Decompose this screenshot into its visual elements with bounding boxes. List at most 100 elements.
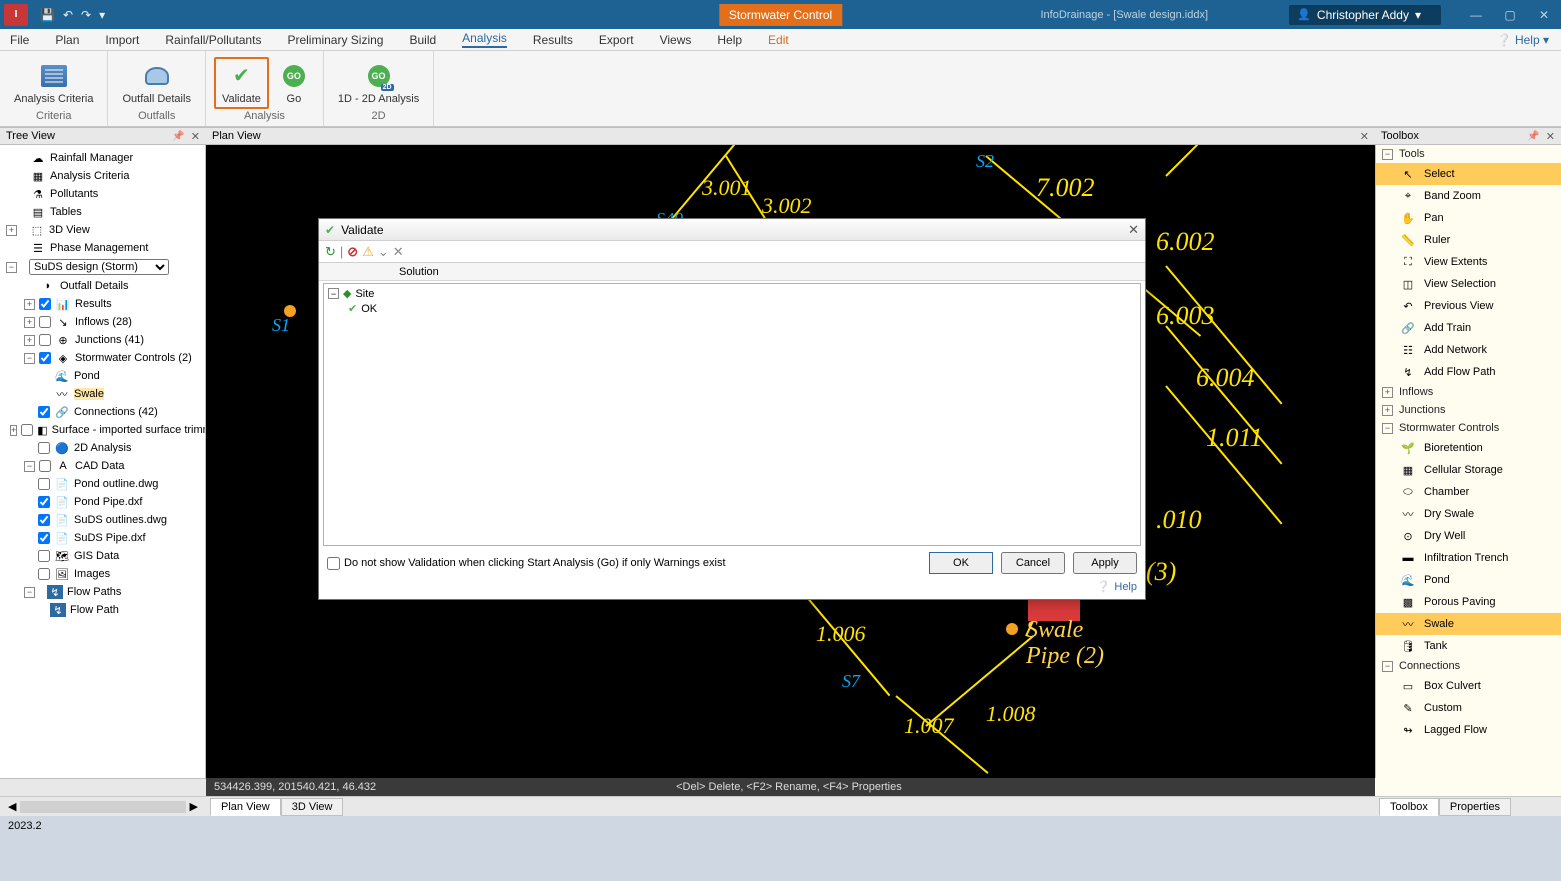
ok-button[interactable]: OK (929, 552, 993, 574)
checkbox[interactable] (38, 406, 50, 418)
checkbox[interactable] (39, 316, 51, 328)
toolbox-group[interactable]: −Tools (1376, 145, 1561, 163)
tree-swale[interactable]: 〰Swale (2, 385, 203, 403)
error-filter-icon[interactable]: ⊘ (347, 244, 358, 260)
tool-band-zoom[interactable]: ⌖Band Zoom (1376, 185, 1561, 207)
tool-chamber[interactable]: ⬭Chamber (1376, 481, 1561, 503)
help-dropdown[interactable]: ❔ Help ▾ (1497, 33, 1549, 47)
user-menu[interactable]: Christopher Addy▾ (1289, 5, 1441, 25)
tree-cad-file[interactable]: 📄Pond Pipe.dxf (2, 493, 203, 511)
tree-connections[interactable]: 🔗Connections (42) (2, 403, 203, 421)
checkbox[interactable] (39, 334, 51, 346)
toolbox[interactable]: −Tools ↖Select ⌖Band Zoom ✋Pan 📏Ruler ⛶V… (1375, 145, 1561, 778)
tree-flowpaths[interactable]: −↯Flow Paths (2, 583, 203, 601)
menu-results[interactable]: Results (533, 33, 573, 47)
tool-custom[interactable]: ✎Custom (1376, 697, 1561, 719)
close-panel-icon[interactable]: ✕ (1546, 130, 1555, 143)
collapse-icon[interactable]: − (1382, 423, 1393, 434)
analysis-criteria-button[interactable]: Analysis Criteria (8, 59, 99, 107)
tree-surface[interactable]: +◧Surface - imported surface trimmed (2, 421, 203, 439)
tool-dry-well[interactable]: ⊙Dry Well (1376, 525, 1561, 547)
tree-scrollbar[interactable]: ◀▶ (0, 796, 206, 816)
menu-build[interactable]: Build (409, 33, 436, 47)
collapse-icon[interactable]: − (1382, 149, 1393, 160)
tree-row[interactable]: −◆Site (326, 286, 1138, 301)
tree-pollutants[interactable]: ⚗Pollutants (2, 185, 203, 203)
pin-icon[interactable]: 📌 (1527, 131, 1539, 142)
toolbox-group[interactable]: −Connections (1376, 657, 1561, 675)
dialog-help[interactable]: ❔Help (319, 578, 1145, 599)
tool-lagged[interactable]: ↬Lagged Flow (1376, 719, 1561, 741)
tree-gis[interactable]: 🗺GIS Data (2, 547, 203, 565)
checkbox[interactable] (38, 496, 50, 508)
tab-3d-view[interactable]: 3D View (281, 798, 344, 816)
cancel-button[interactable]: Cancel (1001, 552, 1065, 574)
tree-row[interactable]: ✔OK (326, 301, 1138, 316)
chevron-down-icon[interactable]: ⌄ (378, 244, 389, 260)
tool-add-network[interactable]: ☷Add Network (1376, 339, 1561, 361)
checkbox[interactable] (39, 352, 51, 364)
expand-icon[interactable]: + (1382, 405, 1393, 416)
tree-rainfall-manager[interactable]: ☁Rainfall Manager (2, 149, 203, 167)
refresh-icon[interactable]: ↻ (325, 244, 336, 260)
tree-junctions[interactable]: +⊕Junctions (41) (2, 331, 203, 349)
save-icon[interactable]: 💾 (40, 8, 55, 22)
tree-flowpath[interactable]: ↯Flow Path (2, 601, 203, 619)
menu-file[interactable]: File (10, 33, 29, 47)
tree-cad-file[interactable]: 📄SuDS outlines.dwg (2, 511, 203, 529)
collapse-icon[interactable]: − (24, 587, 35, 598)
tree-3d-view[interactable]: +⬚3D View (2, 221, 203, 239)
tree-inflows[interactable]: +↘Inflows (28) (2, 313, 203, 331)
tree-phase-select[interactable]: − SuDS design (Storm) (2, 257, 203, 277)
checkbox[interactable] (38, 478, 50, 490)
expand-icon[interactable]: + (6, 225, 17, 236)
tool-view-extents[interactable]: ⛶View Extents (1376, 251, 1561, 273)
1d-2d-analysis-button[interactable]: GO2D 1D - 2D Analysis (332, 59, 425, 107)
collapse-icon[interactable]: − (24, 353, 35, 364)
collapse-icon[interactable]: − (1382, 661, 1393, 672)
checkbox[interactable] (39, 460, 51, 472)
tree-outfall-details[interactable]: ◗Outfall Details (2, 277, 203, 295)
tool-cellular[interactable]: ▦Cellular Storage (1376, 459, 1561, 481)
phase-select[interactable]: SuDS design (Storm) (29, 259, 169, 275)
tool-pan[interactable]: ✋Pan (1376, 207, 1561, 229)
tool-prev-view[interactable]: ↶Previous View (1376, 295, 1561, 317)
tree-results[interactable]: +📊Results (2, 295, 203, 313)
tool-ruler[interactable]: 📏Ruler (1376, 229, 1561, 251)
menu-export[interactable]: Export (599, 33, 634, 47)
tree-pond[interactable]: 🌊Pond (2, 367, 203, 385)
pin-icon[interactable]: 📌 (172, 131, 184, 142)
tree-cad[interactable]: −ACAD Data (2, 457, 203, 475)
checkbox[interactable] (38, 442, 50, 454)
warning-filter-icon[interactable]: ⚠ (362, 244, 374, 260)
minimize-icon[interactable]: — (1459, 8, 1493, 22)
tree-2d-analysis[interactable]: 🔵2D Analysis (2, 439, 203, 457)
checkbox[interactable] (21, 424, 33, 436)
collapse-icon[interactable]: − (328, 288, 339, 299)
close-dialog-icon[interactable]: ✕ (1128, 222, 1139, 238)
menu-prelim[interactable]: Preliminary Sizing (287, 33, 383, 47)
tree-analysis-criteria[interactable]: ▦Analysis Criteria (2, 167, 203, 185)
tree-cad-file[interactable]: 📄SuDS Pipe.dxf (2, 529, 203, 547)
validate-button[interactable]: ✔ Validate (214, 57, 269, 109)
menu-help[interactable]: Help (717, 33, 742, 47)
checkbox[interactable] (38, 550, 50, 562)
dialog-title-bar[interactable]: ✔ Validate ✕ (319, 219, 1145, 241)
tool-swale[interactable]: 〰Swale (1376, 613, 1561, 635)
close-panel-icon[interactable]: ✕ (1360, 130, 1369, 143)
tree-cad-file[interactable]: 📄Pond outline.dwg (2, 475, 203, 493)
collapse-icon[interactable]: − (6, 262, 17, 273)
menu-edit[interactable]: Edit (768, 33, 789, 47)
suppress-checkbox[interactable]: Do not show Validation when clicking Sta… (327, 557, 921, 570)
menu-import[interactable]: Import (105, 33, 139, 47)
qat-more-icon[interactable]: ▾ (99, 8, 105, 22)
tab-plan-view[interactable]: Plan View (210, 798, 281, 816)
tab-properties[interactable]: Properties (1439, 798, 1511, 816)
tool-pond[interactable]: 🌊Pond (1376, 569, 1561, 591)
tree-phase-mgmt[interactable]: ☰Phase Management (2, 239, 203, 257)
apply-button[interactable]: Apply (1073, 552, 1137, 574)
tool-view-selection[interactable]: ◫View Selection (1376, 273, 1561, 295)
redo-icon[interactable]: ↷ (81, 8, 91, 22)
collapse-icon[interactable]: − (24, 461, 35, 472)
tab-toolbox[interactable]: Toolbox (1379, 798, 1439, 816)
